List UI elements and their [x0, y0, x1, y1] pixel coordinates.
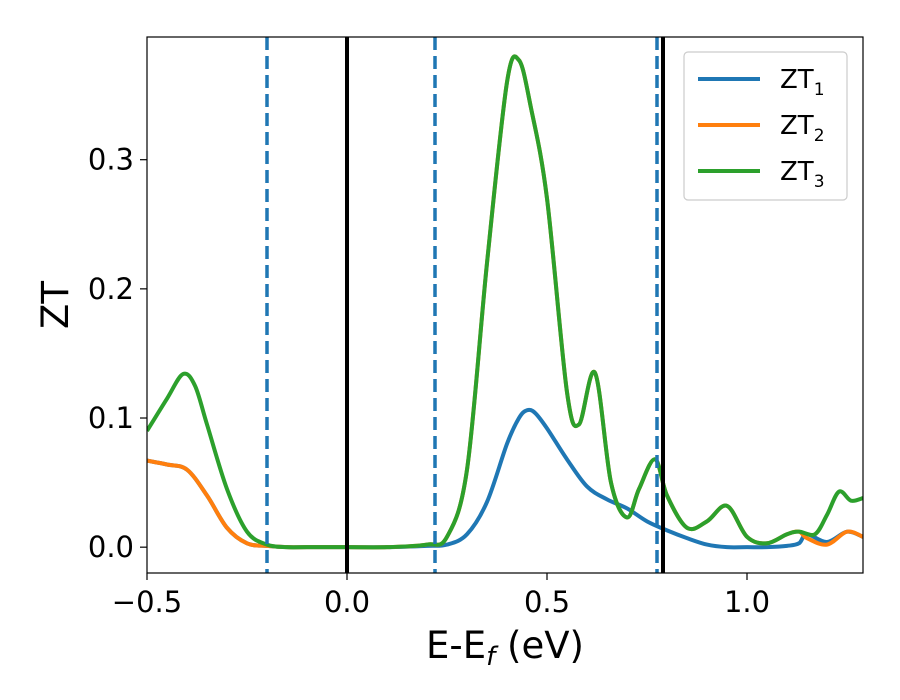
plot-area — [147, 37, 863, 573]
plot-inner — [147, 37, 863, 573]
x-axis-label-main: E-E — [426, 624, 486, 667]
legend-label-main: ZT — [780, 157, 814, 187]
y-tick-label: 0.3 — [88, 143, 134, 177]
x-axis-label: E-Ef (eV) — [426, 624, 584, 672]
x-tick-label: 0.5 — [524, 585, 570, 619]
legend-box — [683, 51, 848, 201]
series-line-zt3 — [147, 54, 863, 550]
legend-label-main: ZT — [780, 65, 814, 95]
plot-frame — [146, 36, 864, 574]
legend-label-sub: 1 — [814, 80, 825, 100]
x-tick-label: 1.0 — [724, 585, 770, 619]
y-tick-label: 0.0 — [88, 530, 134, 564]
axes: −0.5 0.0 0.5 1.0 0.0 0.1 0.2 0.3 E-Ef (eV) ZT — [34, 36, 864, 672]
legend-label-main: ZT — [780, 111, 814, 141]
y-axis-label: ZT — [34, 281, 77, 329]
series-line-zt1 — [147, 407, 863, 550]
x-tick-label: −0.5 — [112, 585, 182, 619]
y-tick-label: 0.2 — [88, 272, 134, 306]
y-tick-label: 0.1 — [88, 401, 134, 435]
legend-label-zt2: ZT2 — [780, 111, 825, 146]
x-tick-label: 0.0 — [324, 585, 370, 619]
legend-label-sub: 3 — [814, 172, 825, 192]
legend-label-zt3: ZT3 — [780, 157, 825, 192]
x-axis-label-unit: (eV) — [495, 624, 584, 667]
legend-label-sub: 2 — [814, 126, 825, 146]
legend-label-zt1: ZT1 — [780, 65, 825, 100]
